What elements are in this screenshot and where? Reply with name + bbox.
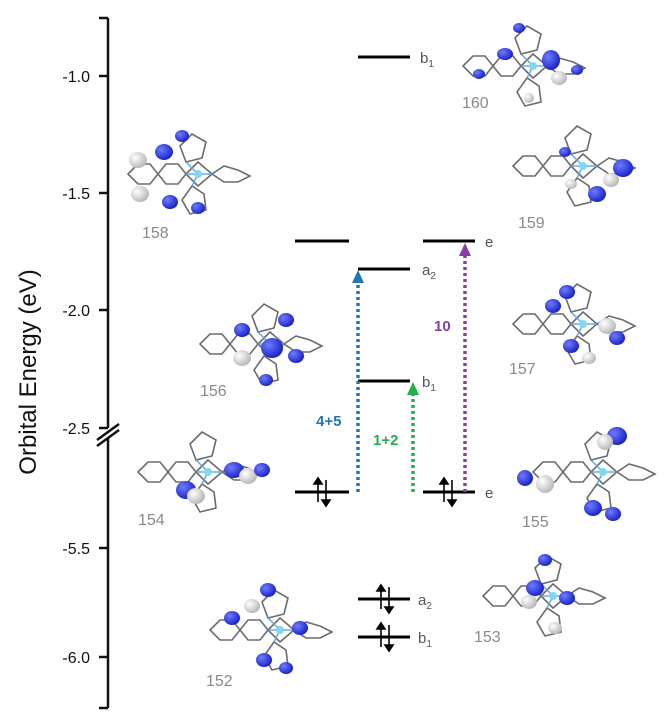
orbital-picture-152 <box>209 583 333 674</box>
transition-arrowheads <box>352 243 471 395</box>
orbital-number: 152 <box>206 673 233 690</box>
y-axis-label: Orbital Energy (eV) <box>15 269 42 474</box>
orbital-number: 159 <box>518 215 545 232</box>
orbital-number: 154 <box>138 512 165 529</box>
tick-label: -1.5 <box>62 186 90 203</box>
orbital-picture-157 <box>512 283 636 365</box>
y-tick-labels: -1.0 -1.5 -2.0 -2.5 -5.5 -6.0 <box>62 69 90 667</box>
irrep-label: e <box>485 234 493 251</box>
arrowhead-icon <box>459 243 471 256</box>
axis-break-mark <box>96 422 120 442</box>
arrowhead-icon <box>352 270 364 283</box>
transition-label-10: 10 <box>434 318 451 335</box>
orbital-number: 156 <box>200 383 227 400</box>
energy-levels <box>295 55 475 639</box>
irrep-label: a2 <box>422 262 436 282</box>
transition-arrows <box>356 255 467 492</box>
spin-pair-icon <box>312 476 332 508</box>
irrep-label: e <box>485 485 493 502</box>
transition-label-1-2: 1+2 <box>373 432 398 449</box>
orbital-picture-154 <box>137 431 270 513</box>
spin-pair-icon <box>438 476 458 508</box>
orbital-picture-158 <box>127 130 251 215</box>
irrep-label: b1 <box>422 374 436 394</box>
tick-label: -5.5 <box>62 541 90 558</box>
spin-pair-icon <box>375 583 395 615</box>
spin-pair-icon <box>375 621 395 653</box>
irrep-labels: b1 e a2 b1 e a2 b1 <box>418 50 493 650</box>
irrep-label: a2 <box>418 592 432 612</box>
orbital-number: 158 <box>142 225 169 242</box>
orbital-picture-156 <box>199 303 323 386</box>
tick-label: -2.0 <box>62 303 90 320</box>
orbital-number: 153 <box>474 629 501 646</box>
orbital-number: 160 <box>462 95 489 112</box>
irrep-label: b1 <box>418 630 432 650</box>
orbital-picture-153 <box>482 554 606 637</box>
irrep-label: b1 <box>420 50 434 70</box>
orbital-number: 155 <box>522 514 549 531</box>
orbital-picture-159 <box>512 125 636 207</box>
tick-label: -1.0 <box>62 69 90 86</box>
tick-label: -2.5 <box>62 421 90 438</box>
arrowhead-icon <box>407 382 419 395</box>
transition-label-4-5: 4+5 <box>316 413 341 430</box>
orbital-picture-160 <box>462 23 586 107</box>
orbital-number: 157 <box>509 361 536 378</box>
axis-break-mark <box>96 428 120 448</box>
orbital-picture-155 <box>517 427 656 521</box>
tick-label: -6.0 <box>62 650 90 667</box>
electron-spins <box>312 476 458 653</box>
y-axis <box>96 16 120 710</box>
